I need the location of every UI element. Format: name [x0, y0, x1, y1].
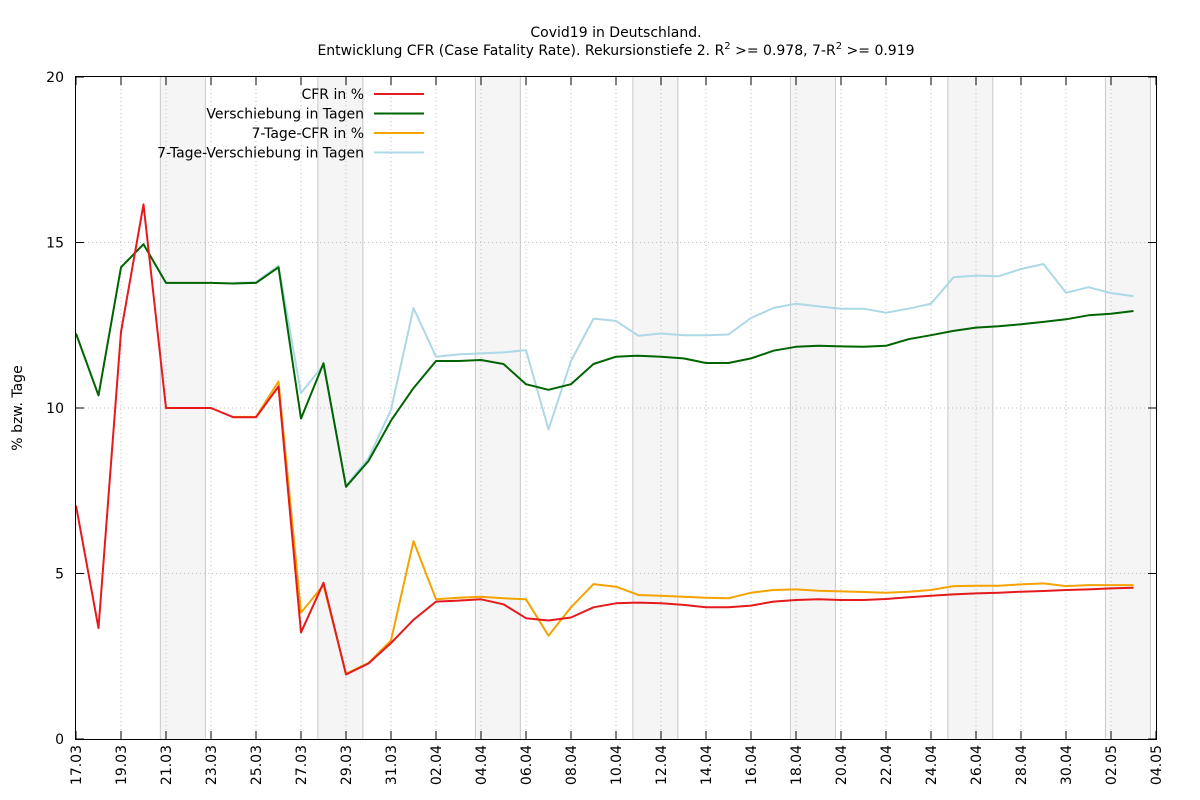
x-tick-label: 16.04 — [744, 745, 760, 785]
chart-title: Covid19 in Deutschland. — [530, 25, 701, 41]
subtitle-middle: >= 0.978, 7-R — [731, 43, 836, 59]
x-tick-label: 18.04 — [789, 745, 805, 785]
x-tick-label: 24.04 — [924, 745, 940, 785]
y-tick-label: 5 — [55, 567, 64, 583]
x-tick-label: 31.03 — [384, 745, 400, 785]
x-tick-label: 08.04 — [564, 745, 580, 785]
legend-label-3: 7-Tage-Verschiebung in Tagen — [157, 146, 364, 162]
y-tick-label: 0 — [55, 732, 64, 748]
x-tick-label: 25.03 — [249, 745, 265, 785]
y-tick-label: 15 — [46, 236, 64, 252]
x-tick-label: 17.03 — [69, 745, 85, 785]
weekend-band-3 — [632, 77, 678, 739]
x-tick-label: 12.04 — [654, 745, 670, 785]
y-tick-label: 20 — [46, 70, 64, 86]
x-tick-label: 19.03 — [114, 745, 130, 785]
subtitle-prefix: Entwicklung CFR (Case Fatality Rate). Re… — [317, 43, 724, 59]
x-tick-label: 14.04 — [699, 745, 715, 785]
grid — [76, 77, 1156, 739]
x-tick-label: 02.05 — [1104, 745, 1120, 785]
series-lines — [75, 203, 1134, 676]
weekend-band-5 — [947, 77, 993, 739]
x-tick-label: 21.03 — [159, 745, 175, 785]
x-tick-label: 22.04 — [879, 745, 895, 785]
chart-subtitle: Entwicklung CFR (Case Fatality Rate). Re… — [317, 41, 914, 59]
legend-label-1: Verschiebung in Tagen — [206, 107, 364, 123]
x-axis-ticks: 17.03 19.03 21.03 23.03 25.03 27.03 29.03 31.03… — [69, 77, 1165, 785]
x-tick-label: 04.05 — [1149, 745, 1165, 785]
x-tick-label: 10.04 — [609, 745, 625, 785]
series-line-1 — [75, 243, 1134, 488]
y-axis-label: % bzw. Tage — [10, 365, 26, 450]
subtitle-sup-1: 2 — [724, 41, 730, 52]
x-tick-label: 30.04 — [1059, 745, 1075, 785]
weekend-band-2 — [475, 77, 521, 739]
y-axis-ticks: 0 5 10 15 20 — [46, 70, 1156, 748]
series-line-2 — [233, 380, 1134, 675]
x-tick-label: 27.03 — [294, 745, 310, 785]
x-tick-label: 20.04 — [834, 745, 850, 785]
plot-frame — [75, 76, 1157, 740]
x-tick-label: 29.03 — [339, 745, 355, 785]
series-line-0 — [75, 203, 1134, 676]
x-tick-label: 02.04 — [429, 745, 445, 785]
x-tick-label: 06.04 — [519, 745, 535, 785]
legend: CFR in % Verschiebung in Tagen 7-Tage-CFR … — [157, 87, 424, 162]
x-tick-label: 23.03 — [204, 745, 220, 785]
series-line-3 — [233, 263, 1134, 487]
x-tick-label: 26.04 — [969, 745, 985, 785]
legend-label-0: CFR in % — [301, 87, 364, 103]
x-tick-label: 28.04 — [1014, 745, 1030, 785]
y-tick-label: 10 — [46, 401, 64, 417]
legend-label-2: 7-Tage-CFR in % — [251, 126, 364, 142]
subtitle-suffix: >= 0.919 — [842, 43, 914, 59]
x-tick-label: 04.04 — [474, 745, 490, 785]
subtitle-sup-2: 2 — [836, 41, 842, 52]
